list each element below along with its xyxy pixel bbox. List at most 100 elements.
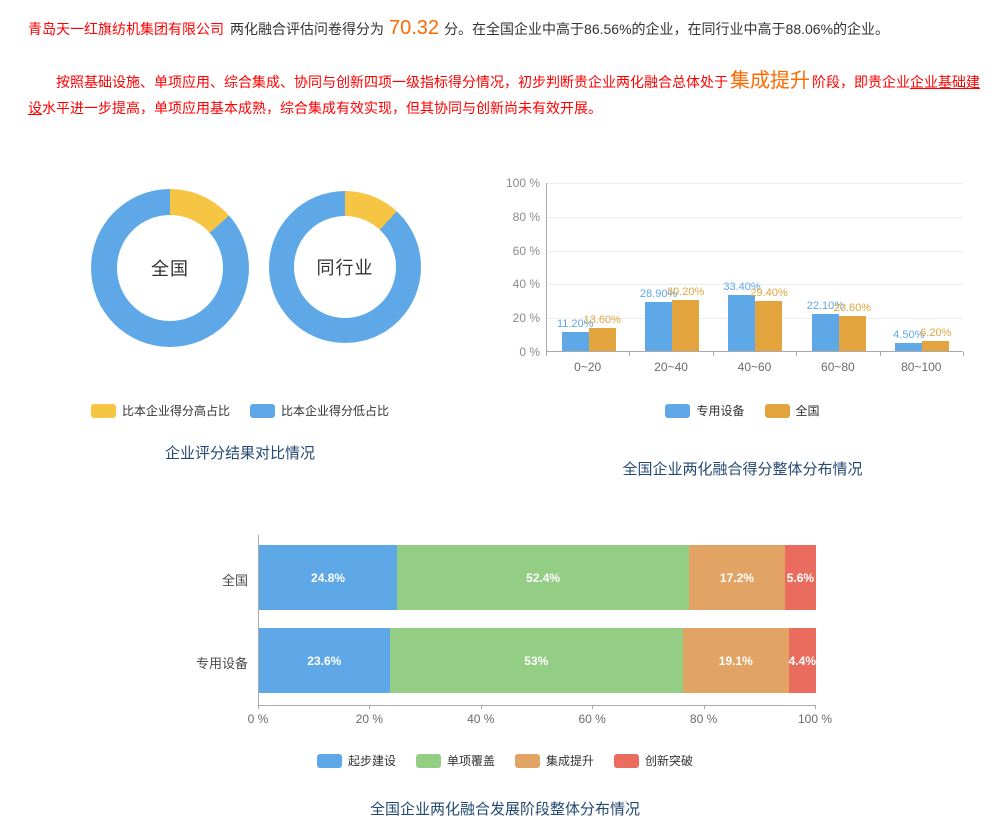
stacked-segment: 24.8% [259, 545, 398, 610]
stacked-segment: 19.1% [682, 628, 789, 693]
x-axis-line [258, 705, 816, 706]
stacked-segment: 5.6% [784, 545, 816, 610]
segment-value-label: 5.6% [786, 570, 815, 585]
segment-value-label: 23.6% [307, 653, 342, 668]
legend-swatch [316, 753, 342, 768]
bar-value-label: 6.20% [920, 326, 952, 339]
assessment-underlined: 企业基础建设 [28, 74, 980, 116]
bar [755, 301, 783, 351]
donut-national-label: 全国 [117, 215, 223, 321]
legend-item[interactable]: 全国 [764, 402, 820, 419]
legend-item[interactable]: 起步建设 [316, 752, 396, 769]
y-axis-tick-label: 40 % [512, 277, 540, 292]
axis-tickmark [480, 705, 482, 709]
legend-swatch [415, 753, 441, 768]
axis-tickmark [703, 705, 705, 709]
segment-value-label: 53% [524, 653, 549, 668]
score-label: 两化融合评估问卷得分为 [230, 21, 384, 37]
axis-tickmark [629, 352, 631, 356]
legend-swatch [764, 403, 790, 418]
bar-value-label: 28.90% [639, 288, 678, 301]
legend-label: 比本企业得分低占比 [281, 404, 390, 418]
segment-value-label: 24.8% [311, 570, 346, 585]
bar [645, 302, 673, 351]
donut-industry-label: 同行业 [294, 216, 396, 318]
bar-value-label: 29.40% [750, 287, 788, 300]
segment-value-label: 19.1% [718, 653, 753, 668]
axis-tickmark [796, 352, 798, 356]
x-axis-tick-label: 80 % [689, 712, 718, 726]
stacked-legend: 起步建设 单项覆盖 集成提升 创新突破 [180, 752, 830, 769]
assessment-part2: 阶段，即贵企业 [812, 74, 910, 90]
x-axis-category-label: 0~20 [574, 360, 602, 374]
bar [895, 343, 923, 351]
legend-item[interactable]: 创新突破 [614, 752, 693, 769]
bar-value-label: 4.50% [893, 329, 925, 342]
legend-item[interactable]: 专用设备 [665, 402, 745, 419]
bar-value-label: 20.60% [833, 302, 872, 315]
legend-label: 全国 [795, 404, 820, 418]
bar [728, 294, 756, 351]
y-axis-tick-label: 80 % [512, 209, 540, 224]
donut-national: 全国 [91, 189, 249, 347]
legend-item[interactable]: 单项覆盖 [415, 752, 495, 769]
assessment-part3: 水平进一步提高，单项应用基本成熟，综合集成有效实现，但其协同与创新尚未有效开展。 [42, 100, 602, 116]
bar-group: 33.40% 29.40% [714, 183, 797, 351]
axis-tickmark [592, 705, 594, 709]
donut-chart-panel: 全国 同行业 比本企业得分高占比 比本企业得分低占比 企业评分结果对比情况 [20, 170, 460, 470]
donut-industry: 同行业 [269, 191, 421, 343]
segment-value-label: 52.4% [526, 570, 561, 585]
x-axis-tick-label: 20 % [355, 712, 384, 726]
legend-label: 比本企业得分高占比 [121, 404, 230, 418]
axis-tickmark [815, 705, 816, 709]
x-axis-category-label: 40~60 [737, 360, 772, 374]
legend-item[interactable]: 比本企业得分低占比 [250, 402, 389, 419]
y-axis-tick-label: 60 % [512, 243, 540, 258]
legend-swatch [90, 403, 116, 418]
stage-highlight: 集成提升 [730, 70, 810, 92]
axis-tickmark [963, 352, 964, 356]
company-name: 青岛天一红旗纺机集团有限公司 [28, 21, 224, 37]
y-axis-line [258, 535, 259, 706]
legend-swatch [250, 403, 275, 418]
legend-label: 起步建设 [347, 754, 396, 768]
stacked-row: 24.8% 52.4% 17.2% 5.6% [259, 545, 816, 610]
category-label: 全国 [221, 572, 248, 588]
gridline [547, 284, 963, 286]
bar [811, 313, 839, 351]
x-axis-category-label: 60~80 [821, 360, 855, 374]
segment-value-label: 17.2% [719, 570, 754, 585]
bar-chart-title: 全国企业两化融合得分整体分布情况 [622, 461, 863, 478]
assessment-paragraph: 按照基础设施、单项应用、综合集成、协同与创新四项一级指标得分情况，初步判断贵企业… [28, 68, 982, 121]
stacked-segment: 23.6% [259, 628, 390, 693]
axis-tickmark [546, 352, 547, 356]
legend-label: 创新突破 [645, 754, 694, 768]
donut-chart-title: 企业评分结果对比情况 [164, 445, 315, 462]
segment-value-label: 4.4% [788, 653, 816, 668]
legend-item[interactable]: 集成提升 [515, 752, 594, 769]
bar-value-label: 33.40% [723, 280, 761, 293]
stacked-segment: 4.4% [788, 628, 816, 693]
axis-tickmark [369, 705, 371, 709]
stacked-segment: 53% [389, 628, 683, 693]
legend-label: 单项覆盖 [446, 754, 495, 768]
bar-group: 4.50% 6.20% [881, 183, 964, 351]
stacked-segment: 17.2% [689, 545, 785, 610]
axis-tickmark [712, 352, 714, 356]
bar-value-label: 13.60% [583, 314, 621, 327]
bar-group: 11.20% 13.60% [547, 183, 630, 351]
bar-value-label: 30.20% [666, 285, 705, 298]
bar-group: 28.90% 30.20% [630, 183, 713, 351]
bar [922, 340, 950, 351]
gridline [547, 183, 963, 184]
axis-tickmark [258, 705, 259, 709]
y-axis-tick-label: 20 % [512, 311, 540, 326]
bar-value-label: 22.10% [806, 299, 845, 312]
legend-item[interactable]: 比本企业得分高占比 [90, 402, 230, 419]
x-axis-tick-label: 0 % [247, 712, 269, 726]
stacked-chart-panel: 起步建设 单项覆盖 集成提升 创新突破 全国企业两化融合发展阶段整体分布情况 24.8… [180, 530, 832, 829]
y-axis-tick-label: 100 % [505, 176, 540, 190]
bar-plot-area: 11.20% 13.60% 28.90% 30.20% 33.40% 29.40% 22.1… [546, 183, 963, 352]
x-axis-category-label: 80~100 [901, 360, 942, 374]
